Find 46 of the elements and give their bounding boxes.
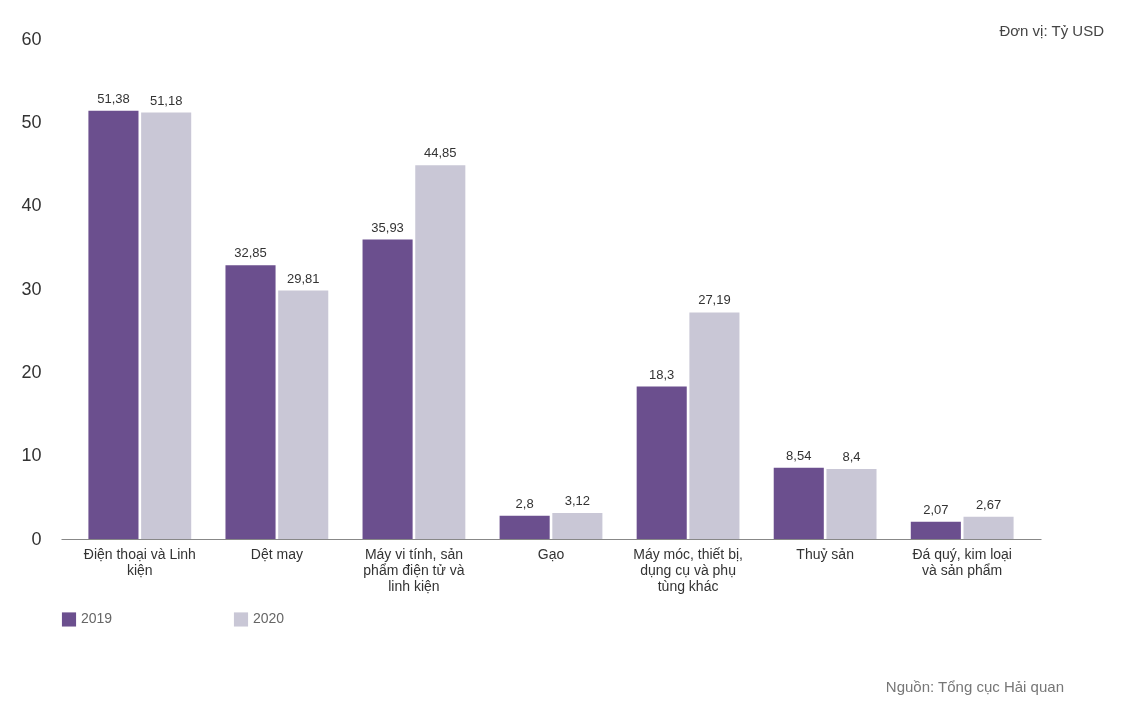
data-label: 51,38 <box>97 90 130 106</box>
bar <box>362 239 413 539</box>
bar <box>499 515 550 539</box>
data-label: 18,3 <box>649 366 675 382</box>
bar <box>278 290 329 539</box>
y-tick-label: 0 <box>31 528 42 549</box>
bar <box>773 467 824 539</box>
y-tick-label: 10 <box>21 445 42 466</box>
bar <box>415 165 466 539</box>
data-label: 35,93 <box>371 219 404 235</box>
y-tick-label: 40 <box>21 195 42 216</box>
annotation: Đơn vị: Tỷ USD <box>999 22 1104 39</box>
data-label: 29,81 <box>286 270 320 286</box>
bar <box>910 521 961 539</box>
legend-label: 2020 <box>253 610 285 627</box>
data-label: 44,85 <box>424 145 457 161</box>
x-tick-label: Đá quý, kim loại và sản phẩm <box>912 545 1012 578</box>
data-label: 8,54 <box>786 447 812 463</box>
data-label: 2,07 <box>923 501 949 517</box>
x-tick-label: Điện thoại và Linh kiện <box>83 545 196 578</box>
bar <box>963 516 1014 539</box>
data-label: 2,8 <box>515 495 534 511</box>
bar <box>689 312 740 539</box>
bar <box>826 469 877 539</box>
x-tick-label: Thuỷ sản <box>796 545 854 562</box>
bar <box>225 265 276 539</box>
bar <box>88 110 139 539</box>
x-tick-label: Máy móc, thiết bị, dụng cụ và phụ tùng khác <box>633 545 743 594</box>
legend-label: 2019 <box>81 610 113 627</box>
data-label: 8,4 <box>842 449 861 464</box>
y-tick-label: 30 <box>21 278 42 299</box>
data-label: 2,67 <box>975 496 1002 512</box>
y-tick-label: 50 <box>21 111 42 132</box>
x-tick-label: Dệt may <box>250 545 303 562</box>
data-label: 32,85 <box>234 245 267 261</box>
x-tick-label: Máy vi tính, sản phẩm điện tử và linh kiện <box>363 545 465 594</box>
x-tick-label: Gạo <box>537 545 565 562</box>
data-label: 27,19 <box>698 292 731 308</box>
y-tick-label: 20 <box>21 361 42 382</box>
bar <box>141 112 192 539</box>
bar <box>636 386 687 539</box>
text: Nguồn: Tổng cục Hải quan <box>885 678 1064 695</box>
data-label: 3,12 <box>564 493 591 508</box>
y-tick-label: 60 <box>21 28 42 49</box>
data-label: 51,18 <box>149 92 183 108</box>
bar <box>552 513 603 539</box>
